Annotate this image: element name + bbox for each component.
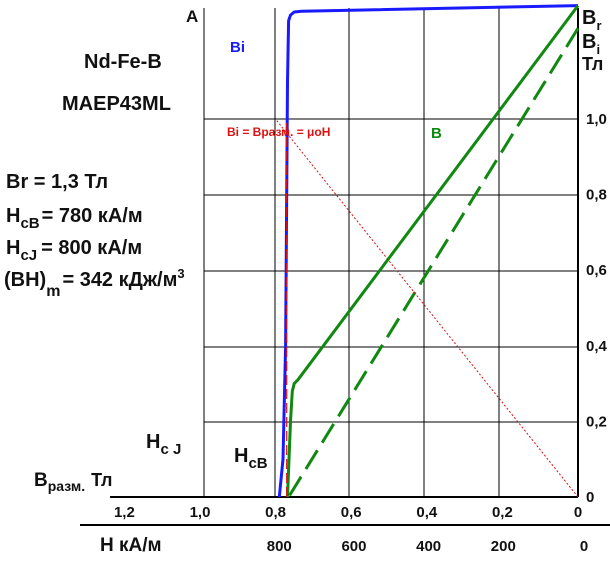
y-tick-label: 0,2 (586, 413, 607, 430)
x2-ticks: 1,2 1,0 0,8 0,6 0,4 0,2 0 (114, 504, 582, 521)
x-ticks: 800 600 400 200 0 (267, 538, 588, 555)
y-tick-label: 0,8 (586, 187, 607, 204)
b-curve-label: B (431, 125, 442, 142)
hcb-value: HcB = 780 кА/м (6, 205, 143, 232)
y-tick-label: 0,6 (586, 262, 607, 279)
x2-axis-label: Bразм. Тл (34, 470, 112, 494)
x-tick-label: 600 (341, 538, 366, 555)
chart-subtitle: MAEP43ML (62, 93, 171, 115)
series-curve-2 (287, 27, 580, 498)
x2-tick-label: 0,4 (416, 504, 438, 521)
x2-tick-label: 0,8 (265, 504, 286, 521)
bhmax-value: (BH)m= 342 кДж/м3 (4, 266, 185, 300)
axes (80, 8, 610, 526)
y-tick-label: 0 (586, 489, 594, 506)
hcj-label: Hc J (146, 431, 181, 458)
series-layer (275, 4, 580, 498)
hcb-label: HcB (234, 445, 268, 472)
x-tick-label: 0 (580, 538, 588, 555)
y-ticks: 1,0 0,8 0,6 0,4 0,2 0 (586, 111, 608, 506)
bi-right-label: Bi (582, 31, 600, 57)
hcj-value: HcJ = 800 кА/м (6, 237, 142, 264)
x2-tick-label: 0,6 (341, 504, 362, 521)
formula-label: Bi = Bразм. = μoH (227, 125, 330, 139)
grid (203, 8, 578, 497)
series-bi-0 (277, 4, 579, 498)
x2-tick-label: 1,2 (114, 504, 135, 521)
chart-title: Nd-Fe-B (84, 51, 162, 73)
bi-curve-label: Bi (230, 39, 245, 56)
x2-tick-label: 0 (574, 504, 582, 521)
series-curve-3 (275, 118, 579, 498)
br-value: Br = 1,3 Тл (6, 171, 108, 193)
y-tick-label: 0,4 (586, 338, 608, 355)
y-axis-unit: Тл (582, 54, 603, 74)
series-b-1 (286, 4, 580, 498)
x2-tick-label: 0,2 (492, 504, 513, 521)
x-tick-label: 800 (267, 538, 292, 555)
x-axis-label: H кА/м (100, 535, 162, 556)
x-tick-label: 200 (491, 538, 516, 555)
x-tick-label: 400 (416, 538, 441, 555)
point-a-label: A (186, 7, 198, 26)
br-label: Br (582, 7, 602, 33)
x2-tick-label: 1,0 (190, 504, 211, 521)
y-tick-label: 1,0 (586, 111, 607, 128)
